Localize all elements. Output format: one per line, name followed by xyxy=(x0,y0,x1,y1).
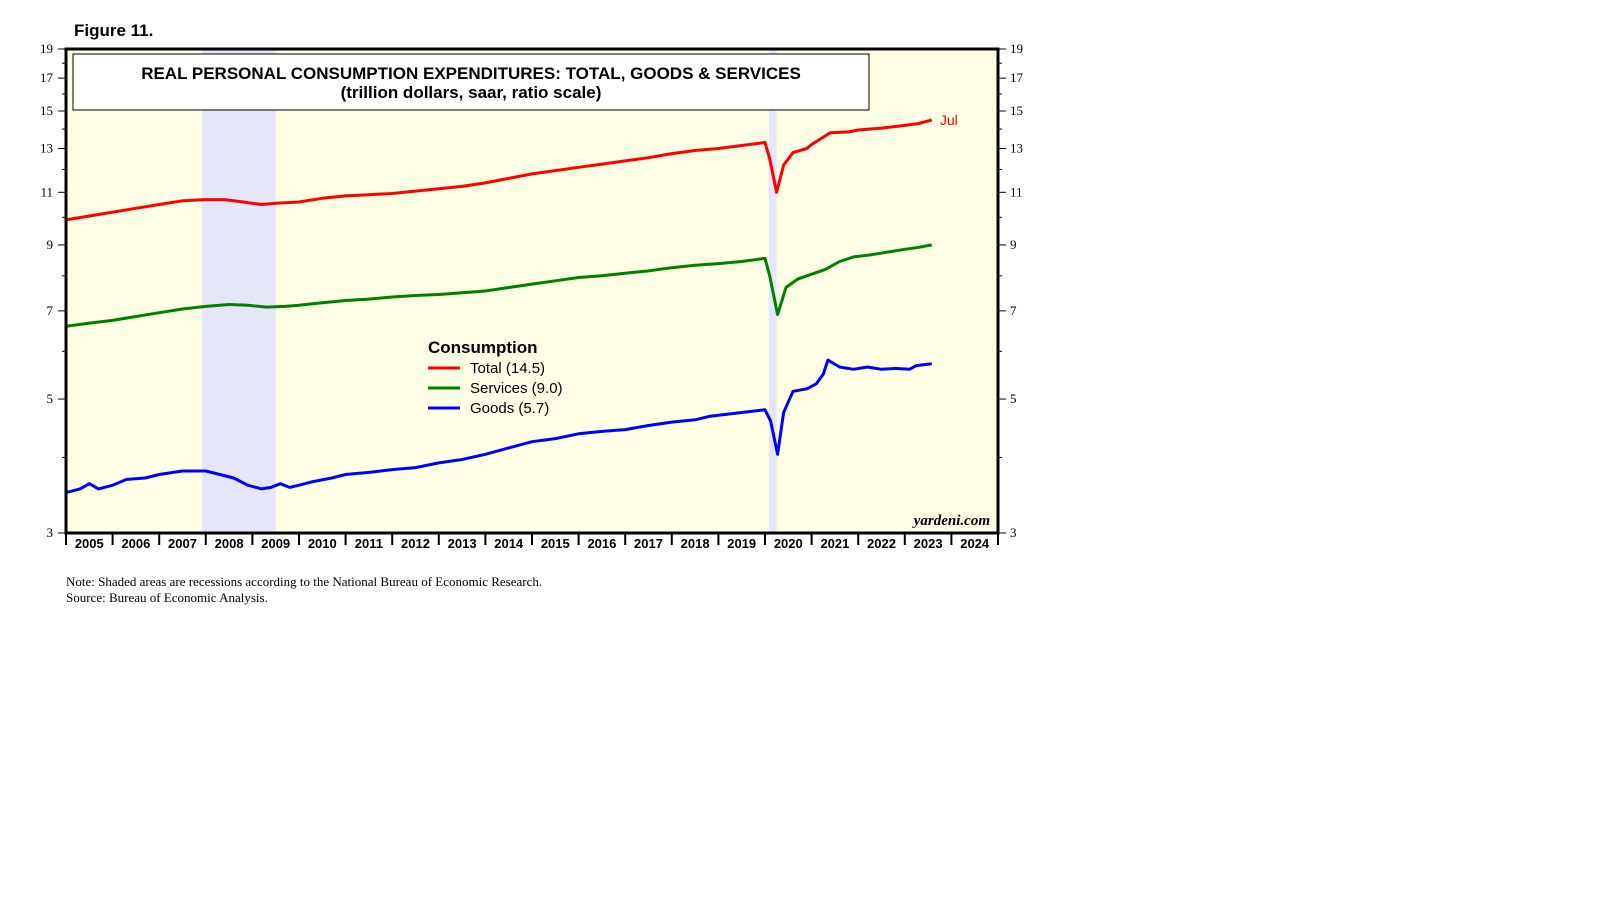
x-tick-label: 2006 xyxy=(121,536,150,551)
series-line-goods xyxy=(65,358,932,495)
y-tick-label-right: 17 xyxy=(1010,70,1024,85)
y-tick-label-right: 19 xyxy=(1010,41,1023,56)
title-box-border xyxy=(72,53,870,111)
x-tick-label: 2013 xyxy=(448,536,477,551)
x-tick-label: 2007 xyxy=(168,536,197,551)
y-tick-label-right: 3 xyxy=(1010,525,1017,540)
y-tick-label-left: 15 xyxy=(40,103,53,118)
x-tick-label: 2008 xyxy=(215,536,244,551)
y-tick-label-left: 11 xyxy=(40,184,53,199)
y-tick-label-left: 3 xyxy=(47,525,54,540)
plot-frame xyxy=(64,47,1000,535)
x-tick-label: 2011 xyxy=(355,536,383,551)
y-tick-label-right: 5 xyxy=(1010,391,1017,406)
x-tick-label: 2009 xyxy=(261,536,290,551)
y-tick-label-left: 13 xyxy=(40,141,53,156)
y-tick-label-left: 5 xyxy=(47,391,54,406)
x-tick-label: 2023 xyxy=(914,536,943,551)
legend: Consumption Total (14.5) Services (9.0) … xyxy=(428,338,563,417)
y-tick-label-right: 11 xyxy=(1010,184,1023,199)
title-box: REAL PERSONAL CONSUMPTION EXPENDITURES: … xyxy=(72,53,870,111)
x-tick-label: 2015 xyxy=(541,536,570,551)
x-tick-label: 2018 xyxy=(681,536,710,551)
x-tick-label: 2021 xyxy=(820,536,849,551)
recession-band-0 xyxy=(202,49,276,533)
series-line-services xyxy=(65,243,933,328)
source-line: Source: Bureau of Economic Analysis. xyxy=(66,590,268,605)
series-lines xyxy=(65,118,933,495)
plot-border xyxy=(64,47,1000,535)
y-tick-label-left: 9 xyxy=(47,237,54,252)
legend-label-total: Total (14.5) xyxy=(470,360,545,377)
y-tick-label-right: 13 xyxy=(1010,141,1023,156)
end-label-jul: Jul xyxy=(940,112,958,128)
x-tick-label: 2024 xyxy=(960,536,990,551)
axis-ticks: 3 3 5 5 7 7 9 9 11 11 13 13 15 15 17 17 19 19 2005 2006 2007… xyxy=(40,41,1024,551)
y-tick-label-right: 15 xyxy=(1010,103,1023,118)
y-tick-label-left: 17 xyxy=(40,70,54,85)
x-tick-label: 2017 xyxy=(634,536,663,551)
x-tick-label: 2019 xyxy=(727,536,756,551)
y-tick-label-right: 7 xyxy=(1010,303,1017,318)
x-tick-label: 2014 xyxy=(494,536,524,551)
x-tick-label: 2010 xyxy=(308,536,337,551)
y-tick-label-right: 9 xyxy=(1010,237,1017,252)
legend-label-goods: Goods (5.7) xyxy=(470,400,549,417)
x-tick-label: 2005 xyxy=(75,536,104,551)
chart-title: REAL PERSONAL CONSUMPTION EXPENDITURES: … xyxy=(141,64,801,83)
legend-label-services: Services (9.0) xyxy=(470,380,563,397)
x-tick-label: 2020 xyxy=(774,536,803,551)
watermark: yardeni.com xyxy=(912,513,990,529)
legend-title: Consumption xyxy=(428,338,538,357)
y-tick-label-left: 19 xyxy=(40,41,53,56)
note-line: Note: Shaded areas are recessions accord… xyxy=(66,574,542,589)
x-tick-label: 2016 xyxy=(587,536,616,551)
x-tick-label: 2012 xyxy=(401,536,430,551)
chart-subtitle: (trillion dollars, saar, ratio scale) xyxy=(341,83,602,102)
series-line-total xyxy=(65,118,933,222)
figure-label: Figure 11. xyxy=(74,21,153,40)
y-tick-label-left: 7 xyxy=(47,303,54,318)
x-tick-label: 2022 xyxy=(867,536,896,551)
